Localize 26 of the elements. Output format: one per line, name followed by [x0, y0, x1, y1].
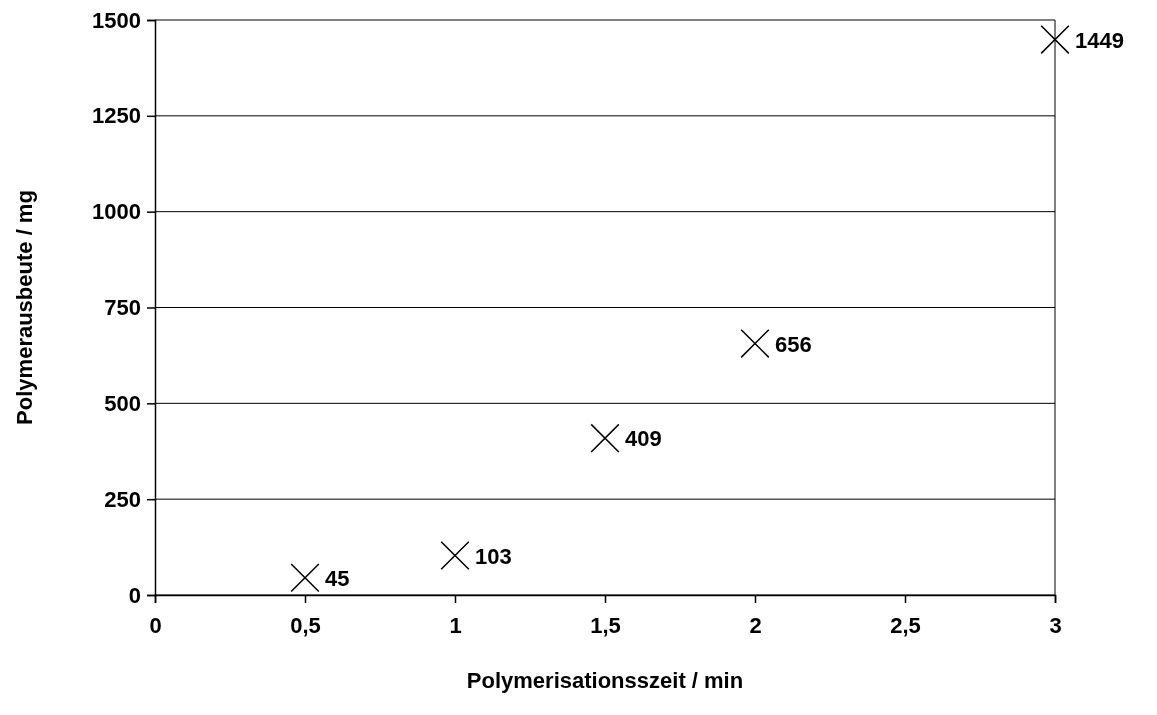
- point: [590, 423, 620, 453]
- x-tick-label: 0,5: [290, 612, 321, 638]
- data-label: 103: [475, 543, 512, 569]
- point: [1040, 24, 1070, 55]
- y-tick-label: 500: [104, 390, 141, 416]
- data-label: 656: [775, 331, 812, 357]
- x-tick-label: 0: [149, 612, 162, 638]
- y-tick-label: 250: [104, 486, 141, 512]
- x-tick-label: 2: [749, 612, 762, 638]
- data-label: 409: [625, 426, 662, 452]
- y-tick-label: 0: [128, 582, 141, 608]
- x-tick-label: 1,5: [590, 612, 621, 638]
- y-tick-label: 1500: [92, 7, 141, 33]
- y-tick-label: 1000: [92, 199, 141, 225]
- y-axis-title: Polymerausbeute / mg: [12, 190, 37, 425]
- y-tick-label: 750: [104, 295, 141, 321]
- point: [740, 328, 770, 359]
- x-tick-label: 2,5: [890, 612, 921, 638]
- x-tick-label: 1: [449, 612, 462, 638]
- data-label: 1449: [1075, 27, 1124, 53]
- data-label: 45: [325, 565, 350, 591]
- y-tick-label: 1250: [92, 103, 141, 129]
- x-tick-label: 3: [1049, 612, 1062, 638]
- point: [440, 540, 470, 571]
- point: [290, 563, 320, 593]
- x-axis-title: Polymerisationsszeit / min: [466, 668, 744, 693]
